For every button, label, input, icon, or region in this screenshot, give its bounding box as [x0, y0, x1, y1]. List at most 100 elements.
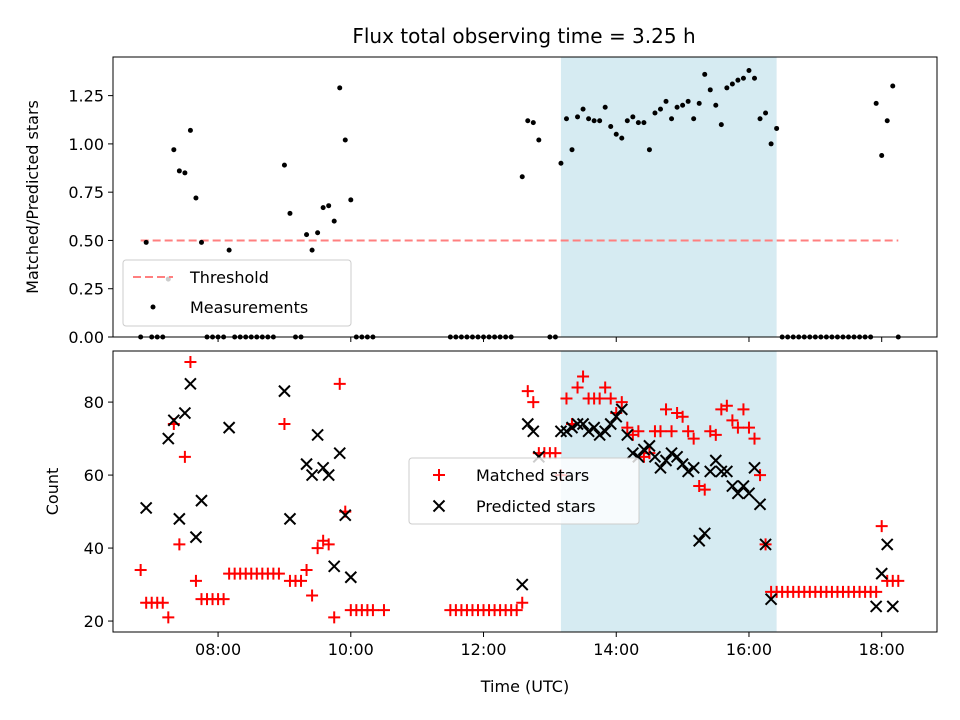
predicted-point	[189, 530, 203, 544]
predicted-point	[643, 439, 656, 453]
top-y-axis-label: Matched/Predicted stars	[23, 100, 42, 294]
measurement-point	[757, 116, 763, 122]
matched-point	[577, 370, 590, 383]
predicted-point	[167, 414, 181, 427]
predicted-point	[648, 450, 662, 464]
predicted-point	[582, 425, 595, 438]
x-axis-label: Time (UTC)	[480, 677, 569, 696]
predicted-point	[195, 494, 208, 507]
predicted-point	[328, 560, 341, 573]
x-tick-label: 08:00	[195, 640, 241, 659]
legend-plus-glyph	[433, 469, 445, 481]
x-tick-label: 18:00	[859, 640, 905, 659]
matched-point	[632, 425, 645, 438]
predicted-point	[162, 432, 175, 445]
measurement-point	[331, 218, 337, 224]
matched-point	[665, 425, 678, 438]
measurement-point	[187, 127, 193, 133]
matched-point	[521, 385, 534, 398]
predicted-point	[764, 592, 778, 606]
top-axes-frame	[112, 56, 938, 338]
top-shaded-region	[560, 57, 777, 337]
predicted-point	[687, 461, 700, 474]
predicted-point	[178, 406, 192, 420]
measurement-point	[198, 239, 204, 245]
predicted-point	[300, 457, 313, 471]
measurement-point	[724, 85, 730, 91]
matched-point	[604, 392, 617, 405]
legend-threshold-label: Threshold	[189, 268, 269, 287]
matched-point	[527, 396, 540, 409]
predicted-point	[571, 417, 584, 431]
measurement-point	[652, 110, 658, 116]
predicted-point	[704, 465, 717, 478]
measurement-point	[685, 98, 691, 104]
x-tick-label: 16:00	[726, 640, 772, 659]
measurement-point	[763, 110, 769, 116]
predicted-point	[593, 428, 606, 442]
measurement-point	[342, 137, 348, 143]
matched-point	[870, 585, 883, 598]
legend-measurements-label: Measurements	[190, 298, 308, 317]
predicted-point	[759, 538, 772, 551]
bottom-legend: Matched stars Predicted stars	[408, 457, 640, 525]
matched-point	[593, 392, 606, 405]
bottom-y-axis-label: Count	[43, 468, 62, 516]
matched-point	[306, 589, 319, 602]
predicted-point	[753, 498, 767, 511]
measurement-point	[536, 137, 542, 143]
predicted-point	[637, 443, 651, 456]
predicted-point	[869, 600, 883, 613]
matched-point	[322, 538, 335, 551]
matched-point	[875, 520, 888, 533]
legend-predicted-label: Predicted stars	[476, 497, 596, 516]
measurement-point	[635, 120, 641, 126]
predicted-point	[676, 457, 689, 471]
matched-point	[278, 417, 291, 430]
matched-point	[698, 483, 711, 496]
matched-point	[754, 469, 767, 482]
measurement-point	[702, 71, 708, 77]
measurement-point	[619, 135, 625, 141]
predicted-point	[726, 479, 739, 493]
bottom-marks	[134, 355, 905, 624]
measurement-point	[525, 118, 531, 124]
measurement-point	[580, 106, 586, 112]
measurement-point	[281, 162, 287, 168]
matched-point	[737, 403, 750, 416]
predicted-point	[681, 465, 695, 478]
y-tick-label: 1.00	[68, 135, 104, 154]
legend-x-glyph	[432, 499, 446, 513]
predicted-point	[576, 417, 590, 431]
y-tick-label: 0.75	[68, 183, 104, 202]
measurement-point	[563, 116, 569, 122]
matched-point	[643, 447, 656, 460]
measurement-point	[226, 247, 232, 253]
measurement-point	[641, 120, 647, 126]
chart-title: Flux total observing time = 3.25 h	[352, 24, 695, 48]
y-tick-label: 1.25	[68, 87, 104, 106]
top-ticks: 0.00 0.25 0.50 0.75 1.00 1.25	[68, 87, 883, 347]
matched-point	[272, 567, 285, 580]
matched-point	[184, 355, 197, 368]
matched-point	[516, 596, 529, 609]
measurement-point	[193, 195, 199, 201]
x-tick-label: 10:00	[328, 640, 374, 659]
measurement-point	[879, 152, 885, 158]
bottom-ticks: 08:00 10:00 12:00 14:00 16:00 18:00 20 40 60 80	[84, 393, 905, 659]
measurement-point	[182, 170, 188, 176]
predicted-point	[875, 567, 888, 580]
measurement-point	[569, 147, 575, 153]
matched-point	[189, 574, 202, 587]
bottom-panel: 08:00 10:00 12:00 14:00 16:00 18:00 20 40 60 80 C…	[43, 350, 938, 696]
predicted-point	[184, 377, 197, 391]
top-legend-box	[122, 259, 352, 327]
measurement-point	[752, 75, 758, 81]
measurement-point	[735, 77, 741, 83]
legend-matched-label: Matched stars	[476, 466, 589, 485]
predicted-point	[587, 421, 601, 434]
measurement-point	[143, 239, 149, 245]
matched-point	[178, 450, 191, 463]
predicted-point	[344, 571, 358, 584]
